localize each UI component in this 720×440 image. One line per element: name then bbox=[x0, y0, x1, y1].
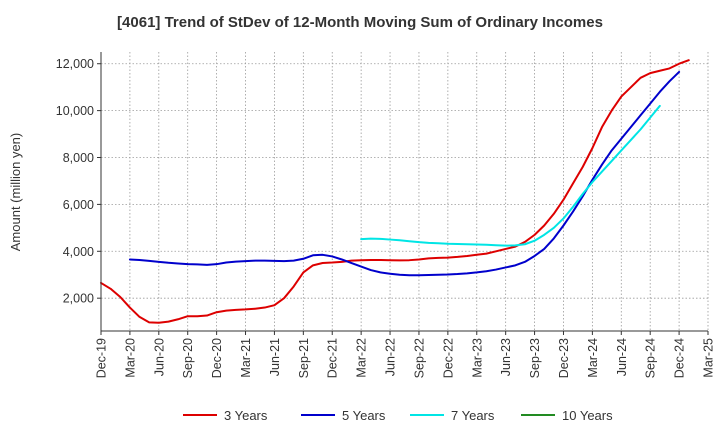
legend-label-4: 10 Years bbox=[562, 408, 613, 423]
x-tick-label: Dec-22 bbox=[441, 338, 455, 378]
legend-label-3: 7 Years bbox=[451, 408, 495, 423]
x-tick-label: Sep-20 bbox=[181, 338, 195, 378]
series-line-1 bbox=[100, 59, 690, 324]
x-tick-label: Mar-23 bbox=[470, 338, 484, 378]
x-tick-label: Jun-20 bbox=[152, 338, 166, 376]
x-tick-label: Mar-25 bbox=[702, 338, 716, 378]
gridlines bbox=[100, 52, 709, 331]
y-tick-labels: 2,000 4,000 6,000 8,000 10,000 12,000 bbox=[56, 57, 101, 306]
x-tick-label: Sep-21 bbox=[297, 338, 311, 378]
plot-background bbox=[101, 52, 708, 331]
series-line-3 bbox=[360, 104, 661, 247]
x-tick-label: Mar-21 bbox=[239, 338, 253, 378]
y-tick-label: 8,000 bbox=[63, 151, 94, 165]
x-tick-label: Dec-23 bbox=[557, 338, 571, 378]
x-tick-label: Sep-24 bbox=[644, 338, 658, 378]
x-tick-label: Mar-20 bbox=[123, 338, 137, 378]
x-tick-label: Sep-23 bbox=[528, 338, 542, 378]
x-tick-label: Mar-22 bbox=[355, 338, 369, 378]
chart-title: [4061] Trend of StDev of 12-Month Moving… bbox=[117, 14, 603, 31]
x-tick-label: Dec-20 bbox=[210, 338, 224, 378]
plot-area bbox=[101, 52, 708, 331]
series-layer bbox=[100, 59, 690, 324]
legend: 3 Years 5 Years 7 Years 10 Years bbox=[183, 408, 613, 423]
y-tick-label: 6,000 bbox=[63, 198, 94, 212]
legend-label-2: 5 Years bbox=[342, 408, 386, 423]
y-tick-label: 4,000 bbox=[63, 245, 94, 259]
x-tick-label: Mar-24 bbox=[586, 338, 600, 378]
legend-label-1: 3 Years bbox=[224, 408, 268, 423]
x-tick-labels: Dec-19 Mar-20 Jun-20 Sep-20 Dec-20 Mar-21 Jun-… bbox=[95, 331, 716, 378]
x-tick-label: Jun-24 bbox=[615, 338, 629, 376]
x-tick-label: Sep-22 bbox=[412, 338, 426, 378]
axes bbox=[100, 52, 708, 332]
x-tick-label: Dec-24 bbox=[673, 338, 687, 378]
x-tick-label: Jun-21 bbox=[268, 338, 282, 376]
x-tick-label: Jun-22 bbox=[384, 338, 398, 376]
y-axis-label: Amount (million yen) bbox=[8, 133, 23, 252]
y-tick-label: 10,000 bbox=[56, 104, 94, 118]
y-tick-label: 2,000 bbox=[63, 292, 94, 306]
x-tick-label: Jun-23 bbox=[499, 338, 513, 376]
y-tick-label: 12,000 bbox=[56, 57, 94, 71]
x-tick-label: Dec-19 bbox=[95, 338, 109, 378]
x-tick-label: Dec-21 bbox=[326, 338, 340, 378]
